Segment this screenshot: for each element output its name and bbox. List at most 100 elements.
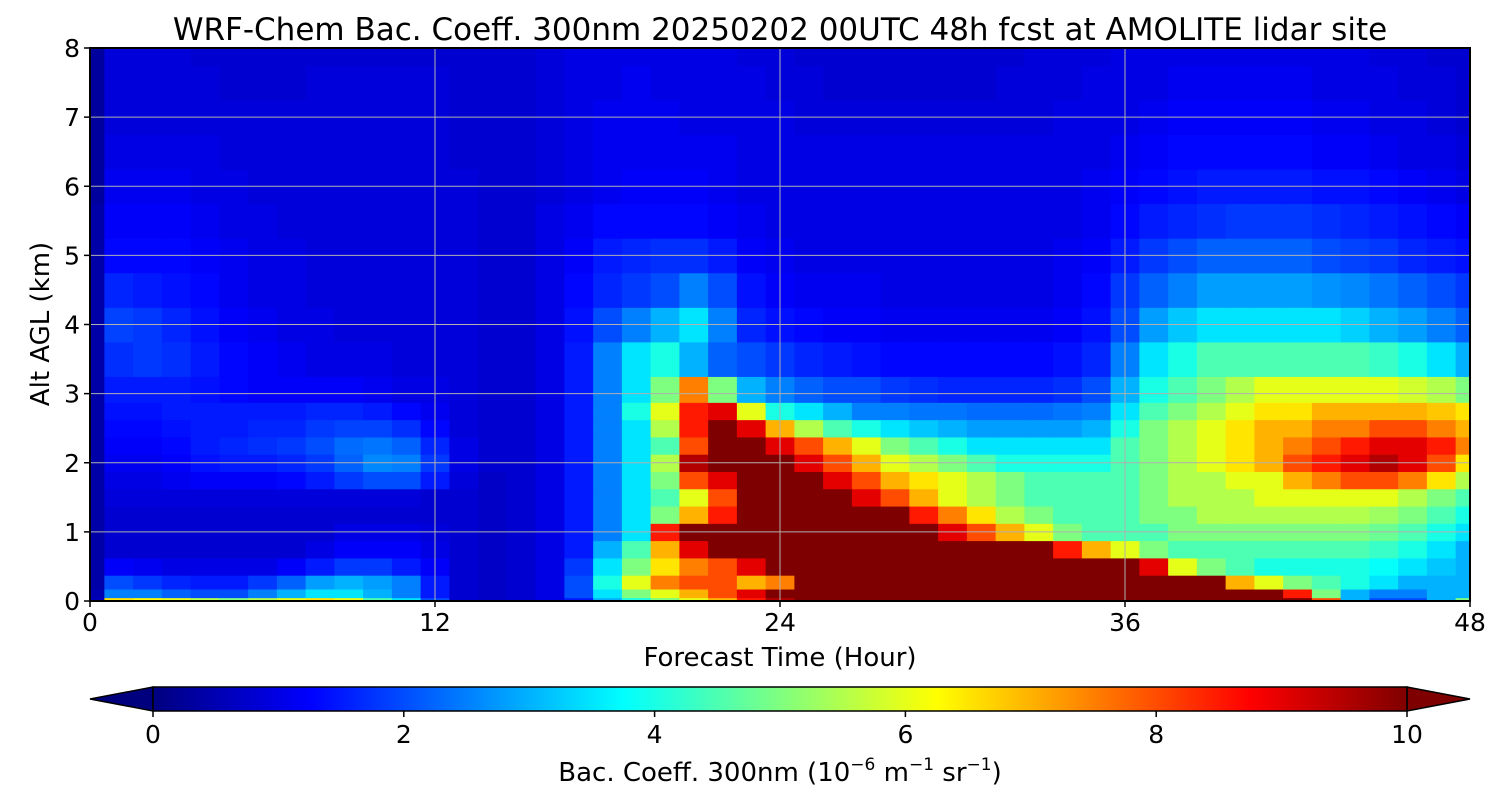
heatmap-cell <box>650 272 680 308</box>
heatmap-cell <box>650 402 680 421</box>
heatmap-cell <box>276 419 307 438</box>
heatmap-cell <box>391 341 422 377</box>
heatmap-cell <box>880 575 910 590</box>
heatmap-cell <box>1311 65 1342 101</box>
heatmap-cell <box>1225 272 1255 308</box>
heatmap-cell <box>133 65 163 101</box>
heatmap-cell <box>938 419 968 438</box>
heatmap-cell <box>478 471 508 490</box>
heatmap-cell <box>90 134 105 170</box>
heatmap-cell <box>1398 419 1428 438</box>
heatmap-cell <box>1426 597 1457 602</box>
heatmap-cell <box>621 65 652 101</box>
heatmap-cell <box>391 597 422 602</box>
heatmap-cell <box>1340 65 1370 101</box>
heatmap-cell <box>104 341 134 377</box>
heatmap-cell <box>794 402 824 421</box>
heatmap-cell <box>104 575 134 590</box>
heatmap-cell <box>449 341 479 377</box>
heatmap-cell <box>1455 557 1471 576</box>
colorbar-tick-label: 8 <box>1148 720 1164 749</box>
heatmap-cell <box>650 540 680 559</box>
heatmap-cell <box>190 272 220 308</box>
y-tick-label: 3 <box>64 380 80 409</box>
heatmap-cell <box>650 65 680 101</box>
heatmap-cell <box>506 557 537 576</box>
heatmap-cell <box>305 505 335 524</box>
heatmap-cell <box>133 471 163 490</box>
heatmap-cell <box>1168 402 1198 421</box>
heatmap-cell <box>679 65 709 101</box>
heatmap-cell <box>535 436 565 455</box>
heatmap-cell <box>161 134 192 170</box>
heatmap-cell <box>679 557 709 576</box>
heatmap-cell <box>161 488 192 507</box>
heatmap-cell <box>219 471 249 490</box>
heatmap-cell <box>535 65 565 101</box>
heatmap-cell <box>363 436 393 455</box>
heatmap-cell <box>736 588 767 599</box>
heatmap-cell <box>1254 402 1284 421</box>
heatmap-cell <box>564 272 594 308</box>
heatmap-cell <box>478 575 508 590</box>
heatmap-cell <box>1283 272 1313 308</box>
heatmap-cell <box>1053 540 1083 559</box>
heatmap-cell <box>708 471 738 490</box>
heatmap-cell <box>708 419 738 438</box>
heatmap-cell <box>1340 575 1370 590</box>
heatmap-cell <box>1283 488 1313 507</box>
heatmap-cell <box>1139 557 1169 576</box>
heatmap-cell <box>736 376 767 403</box>
heatmap-cell <box>736 134 767 170</box>
heatmap-cell <box>1024 341 1054 377</box>
heatmap-cell <box>1168 203 1198 239</box>
heatmap-cell <box>1369 575 1399 590</box>
heatmap-cell <box>1455 540 1471 559</box>
heatmap-cell <box>1369 540 1399 559</box>
heatmap-cell <box>679 471 709 490</box>
heatmap-cell <box>938 341 968 377</box>
heatmap-cell <box>794 575 824 590</box>
colorbar: 0 2 4 6 8 10 <box>89 686 1471 749</box>
heatmap-cell <box>1398 402 1428 421</box>
heatmap-cell <box>851 557 882 576</box>
heatmap-cell <box>1225 540 1255 559</box>
heatmap-cell <box>593 419 623 438</box>
heatmap-cell <box>708 597 738 602</box>
heatmap-cell <box>449 376 479 403</box>
heatmap-cell <box>478 505 508 524</box>
heatmap-cell <box>708 203 738 239</box>
heatmap-cell <box>1081 588 1112 599</box>
heatmap-cell <box>1024 488 1054 507</box>
heatmap-cell <box>363 272 393 308</box>
heatmap-cell <box>449 575 479 590</box>
heatmap-cell <box>1168 540 1198 559</box>
heatmap-cell <box>363 376 393 403</box>
heatmap-cell <box>593 65 623 101</box>
heatmap-cell <box>190 65 220 101</box>
heatmap-cell <box>90 488 105 507</box>
heatmap-cell <box>1225 65 1255 101</box>
heatmap-cell <box>161 597 192 602</box>
heatmap-cell <box>593 505 623 524</box>
heatmap-cell <box>1254 341 1284 377</box>
heatmap-cell <box>449 588 479 599</box>
heatmap-cell <box>219 575 249 590</box>
heatmap-cell <box>966 471 997 490</box>
heatmap-cell <box>219 597 249 602</box>
heatmap-cell <box>564 597 594 602</box>
heatmap-cell <box>736 419 767 438</box>
heatmap-cell <box>593 402 623 421</box>
heatmap-cell <box>1139 341 1169 377</box>
heatmap-cell <box>276 341 307 377</box>
heatmap-cell <box>564 557 594 576</box>
heatmap-cell <box>1168 65 1198 101</box>
colorbar-tick-label: 4 <box>647 720 663 749</box>
heatmap-cell <box>104 436 134 455</box>
heatmap-cell <box>823 65 853 101</box>
heatmap-cell <box>1196 597 1227 602</box>
heatmap-cell <box>650 419 680 438</box>
heatmap-cell <box>736 65 767 101</box>
heatmap-cell <box>1196 436 1227 455</box>
heatmap-cell <box>276 588 307 599</box>
